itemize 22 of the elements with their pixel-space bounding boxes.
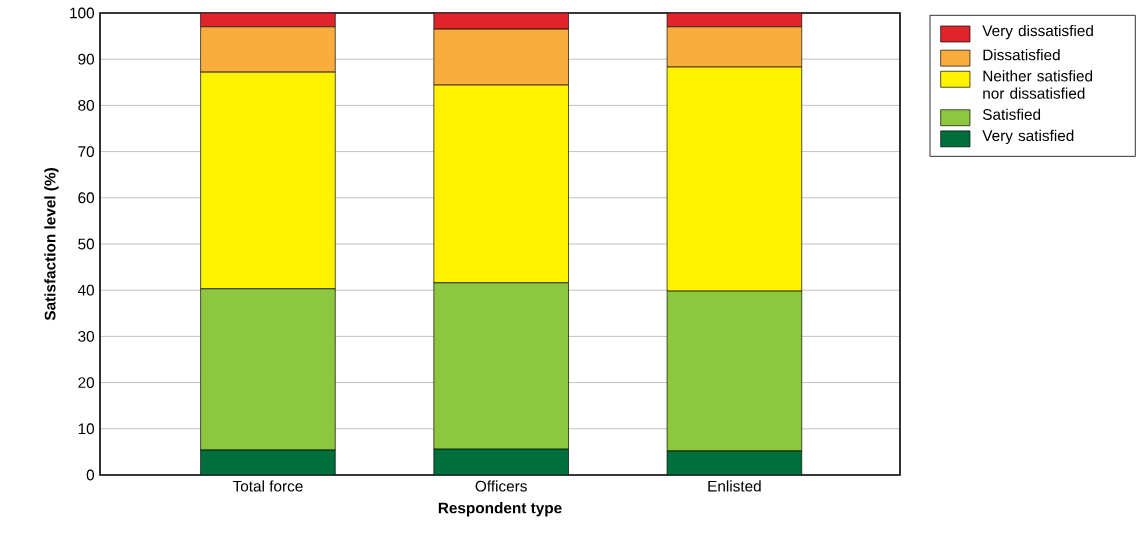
legend-label: Dissatisfied: [983, 49, 1060, 61]
y-tick-label: 30: [78, 330, 95, 342]
y-tick-label: 20: [78, 377, 95, 389]
y-tick-label: 90: [78, 53, 95, 65]
legend-label: Very dissatisfied: [982, 24, 1093, 40]
legend-label: Neither satisfied nor dissatisfied: [983, 70, 1093, 99]
y-tick-label: 80: [78, 99, 95, 111]
y-tick-label: 50: [78, 238, 95, 250]
y-tick-label: 40: [77, 284, 95, 296]
y-tick-label: 60: [78, 192, 95, 204]
y-tick-label: 100: [70, 7, 95, 19]
x-axis-title: Respondent type: [438, 502, 562, 517]
x-tick-label: Officers: [475, 480, 527, 492]
y-tick-label: 0: [86, 469, 95, 481]
y-tick-label: 70: [78, 146, 95, 158]
bar: [433, 13, 569, 30]
legend-label: Satisfied: [982, 108, 1041, 120]
y-tick-label: 10: [78, 423, 95, 435]
x-tick-label: Enlisted: [708, 480, 761, 492]
legend-label: Very satisfied: [982, 129, 1074, 145]
y-axis-title: Satisfaction level (%): [44, 168, 59, 321]
x-tick-label: Total force: [232, 480, 303, 492]
